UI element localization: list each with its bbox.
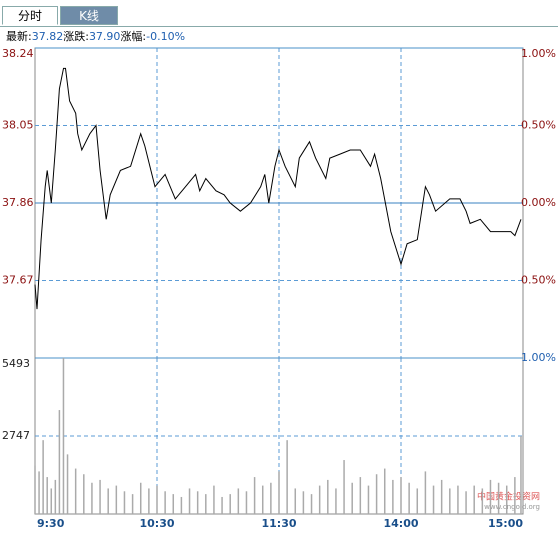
volume-bar [408,482,410,514]
y2-tick-label: 0.50% [521,274,556,287]
tab-line [0,26,558,27]
volume-bar [148,488,150,514]
volume-bar [318,485,321,514]
volume-bar [520,435,522,514]
tab[interactable]: 分时 [2,6,58,25]
volume-bar [424,471,427,514]
volume-bar [99,479,101,514]
volume-bar [432,485,435,514]
volume-bar [74,468,77,514]
volume-bar [383,468,386,514]
tab[interactable]: K线 [60,6,118,25]
y-tick-label: 5493 [2,357,30,370]
volume-bar [139,482,142,514]
volume-bar [131,494,134,514]
volume-bar [115,485,118,514]
volume-bar [38,471,40,514]
volume-bar [489,479,492,514]
volume-bar [229,494,231,514]
x-tick-label: 14:00 [383,517,418,530]
volume-bar [83,474,85,514]
volume-bar [91,482,93,514]
x-tick-label: 11:30 [261,517,296,530]
y2-tick-label: 0.50% [521,119,556,132]
volume-bar [54,479,57,514]
volume-bar [351,482,353,514]
x-tick-label: 9:30 [37,517,65,530]
volume-bar [237,488,240,514]
volume-bar [481,488,484,514]
x-tick-label: 15:00 [488,517,523,530]
volume-bar [302,491,305,514]
volume-bar [58,410,61,514]
y2-tick-label: 1.00% [521,47,556,60]
price-line [34,67,522,310]
volume-bar [196,491,199,514]
y-tick-label: 38.05 [2,119,34,132]
volume-bar [253,477,256,514]
volume-bar [505,485,508,514]
volume-bar [107,488,109,514]
volume-bar [335,488,337,514]
volume-bar [205,494,207,514]
volume-bar [123,491,126,514]
volume-bar [66,454,69,514]
volume-bar [310,494,313,514]
info-value: -0.10% [146,30,186,43]
info-label: 最新: [6,30,32,43]
volume-bar [497,482,500,514]
volume-bar [164,491,166,514]
volume-bar [449,488,451,514]
y-tick-label: 37.67 [2,274,34,287]
volume-bar [440,479,443,514]
volume-bar [180,496,183,514]
volume-bar [46,477,48,514]
volume-bar [245,491,248,514]
volume-bar [343,460,345,514]
volume-bar [473,485,475,514]
watermark: 中国黄金投资网 [477,491,540,503]
volume-bar [294,488,297,514]
volume-bar [221,496,223,514]
volume-bar [62,358,65,514]
info-label: 涨幅: [120,30,147,43]
info-line: 最新:37.82涨跌:37.90涨幅:-0.10% [6,30,185,44]
volume-bar [188,488,191,514]
volume-bar [327,479,329,514]
volume-bar [416,488,419,514]
volume-bar [465,491,467,514]
y-tick-label: 37.86 [2,196,34,209]
volume-bar [42,440,44,514]
volume-bar [172,494,175,514]
volume-bar [359,477,362,514]
x-tick-label: 10:30 [139,517,174,530]
volume-bar [392,479,394,514]
volume-bar [270,482,272,514]
right-label: 1.00% [521,351,556,364]
volume-bar [213,485,215,514]
watermark-url: www.cngold.org [484,503,540,511]
volume-bar [50,488,53,514]
volume-bar [278,471,280,514]
info-value: 37.90 [88,30,121,43]
volume-bar [375,474,378,514]
volume-bar [457,485,459,514]
volume-bar [367,485,370,514]
y-tick-label: 2747 [2,429,30,442]
volume-bar [34,465,36,514]
volume-bar [286,440,288,514]
volume-bar [514,477,516,514]
volume-bar [400,477,402,514]
info-label: 涨跌: [63,30,89,43]
volume-bar [261,485,264,514]
info-value: 37.82 [31,30,64,43]
y-tick-label: 38.24 [2,47,34,60]
volume-bar [156,485,158,514]
y2-tick-label: 0.00% [521,196,556,209]
